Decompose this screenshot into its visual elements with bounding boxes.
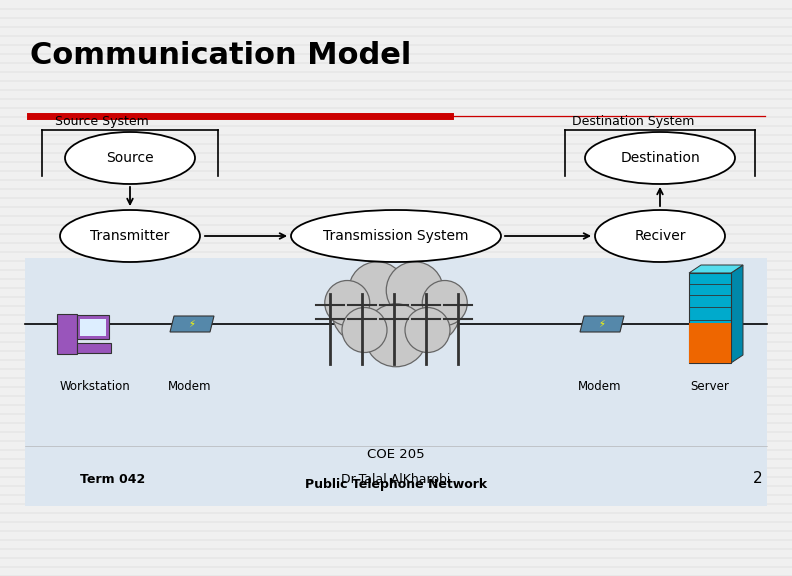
FancyBboxPatch shape <box>689 273 731 363</box>
Circle shape <box>364 304 428 367</box>
Ellipse shape <box>65 132 195 184</box>
Text: ⚡: ⚡ <box>188 319 196 329</box>
FancyBboxPatch shape <box>80 319 106 336</box>
Polygon shape <box>170 316 214 332</box>
Text: Workstation: Workstation <box>59 380 131 393</box>
Circle shape <box>355 271 437 354</box>
Text: Reciver: Reciver <box>634 229 686 243</box>
Circle shape <box>342 308 387 353</box>
Text: 2: 2 <box>752 471 762 486</box>
Ellipse shape <box>585 132 735 184</box>
Circle shape <box>386 262 444 319</box>
Text: Public Telephone Network: Public Telephone Network <box>305 478 487 491</box>
Circle shape <box>422 281 467 325</box>
Ellipse shape <box>595 210 725 262</box>
Circle shape <box>325 281 370 325</box>
Polygon shape <box>689 265 743 273</box>
Text: Source System: Source System <box>55 115 149 128</box>
FancyBboxPatch shape <box>77 315 109 339</box>
Circle shape <box>333 283 392 343</box>
Circle shape <box>405 308 450 353</box>
Text: Modem: Modem <box>168 380 211 393</box>
FancyBboxPatch shape <box>25 258 767 506</box>
Circle shape <box>400 283 459 343</box>
Circle shape <box>348 262 406 319</box>
Text: Server: Server <box>691 380 729 393</box>
Polygon shape <box>731 265 743 363</box>
Text: Communication Model: Communication Model <box>30 41 411 70</box>
Text: Destination: Destination <box>620 151 700 165</box>
Text: Term 042: Term 042 <box>80 473 145 486</box>
Polygon shape <box>580 316 624 332</box>
Text: Modem: Modem <box>578 380 622 393</box>
Text: Destination System: Destination System <box>572 115 695 128</box>
FancyBboxPatch shape <box>57 314 77 354</box>
Text: Source: Source <box>106 151 154 165</box>
Text: ⚡: ⚡ <box>599 319 605 329</box>
Text: Transmission System: Transmission System <box>323 229 469 243</box>
FancyBboxPatch shape <box>77 343 111 353</box>
Ellipse shape <box>291 210 501 262</box>
FancyBboxPatch shape <box>689 323 731 363</box>
Text: Transmitter: Transmitter <box>90 229 169 243</box>
Text: COE 205: COE 205 <box>367 448 425 461</box>
Text: Dr.Talal AlKharobi: Dr.Talal AlKharobi <box>341 473 451 486</box>
Ellipse shape <box>60 210 200 262</box>
